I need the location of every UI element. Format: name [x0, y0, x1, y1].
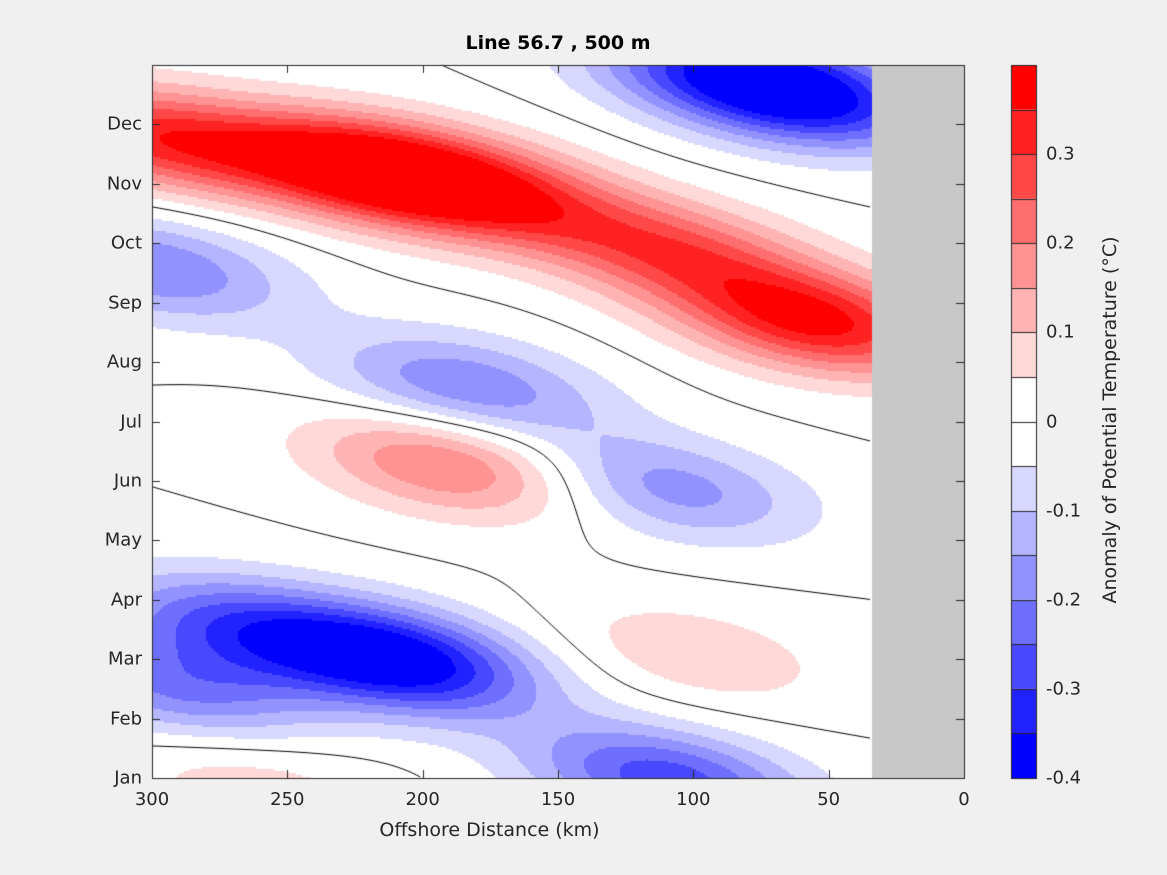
x-axis-label: Offshore Distance (km) — [379, 819, 600, 841]
y-tick-label: Mar — [108, 648, 142, 670]
y-tick-label: Nov — [106, 173, 142, 195]
y-tick-label: Apr — [110, 589, 142, 611]
y-tick-label: Sep — [108, 292, 142, 314]
colorbar-tick-label: -0.4 — [1046, 767, 1082, 789]
x-tick-label: 0 — [958, 789, 970, 810]
y-tick-label: Jul — [120, 411, 142, 432]
y-tick-label: Aug — [106, 351, 142, 373]
x-tick-label: 50 — [817, 789, 841, 810]
x-tick-label: 250 — [270, 789, 305, 810]
colorbar-tick-label: 0.1 — [1046, 321, 1075, 343]
colorbar-tick-label: 0.2 — [1046, 232, 1075, 254]
colorbar-tick-label: 0.3 — [1046, 143, 1075, 165]
x-tick-label: 150 — [540, 789, 576, 810]
colorbar-tick-label: 0 — [1046, 411, 1058, 432]
colorbar-tick-label: -0.3 — [1046, 678, 1082, 700]
y-tick-label: Jan — [114, 767, 142, 789]
x-tick-label: 100 — [676, 789, 711, 810]
y-tick-label: Feb — [110, 708, 142, 730]
x-tick-label: 200 — [405, 789, 440, 810]
chart-title: Line 56.7 , 500 m — [465, 32, 651, 54]
y-tick-label: Oct — [110, 232, 142, 254]
x-tick-label: 300 — [134, 789, 170, 810]
y-tick-label: May — [104, 529, 142, 551]
colorbar-label: Anomaly of Potential Temperature (°C) — [1099, 236, 1121, 604]
colorbar-tick-label: -0.2 — [1046, 589, 1082, 611]
colorbar-tick-label: -0.1 — [1046, 500, 1082, 522]
y-tick-label: Jun — [113, 470, 142, 492]
y-tick-label: Dec — [107, 113, 142, 135]
